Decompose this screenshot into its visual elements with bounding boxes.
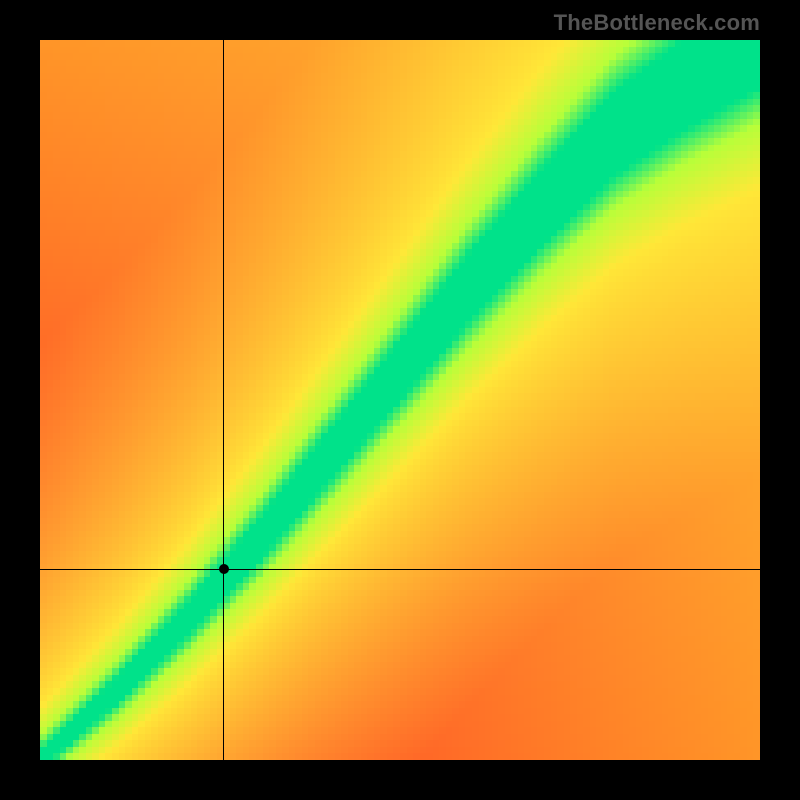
crosshair-vertical: [223, 40, 224, 760]
crosshair-horizontal: [40, 569, 760, 570]
watermark-text: TheBottleneck.com: [554, 10, 760, 36]
plot-frame: TheBottleneck.com: [0, 0, 800, 800]
crosshair-dot: [219, 564, 229, 574]
plot-area: [40, 40, 760, 760]
bottleneck-heatmap: [40, 40, 760, 760]
